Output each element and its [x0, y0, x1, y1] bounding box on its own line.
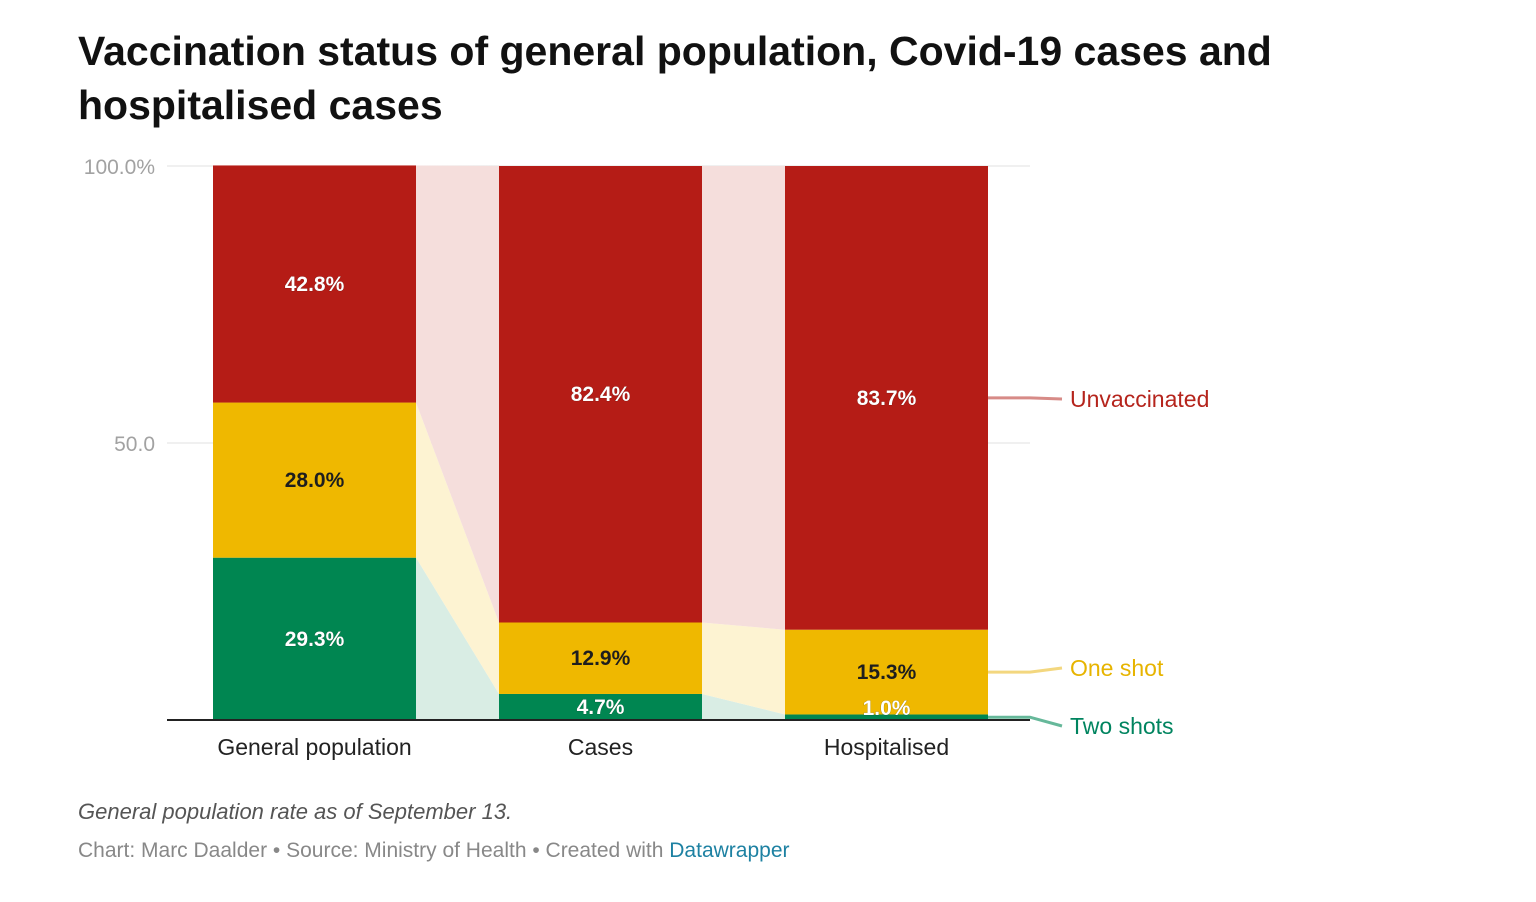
legend-label-one-shot: One shot	[1070, 655, 1164, 681]
chart-note: General population rate as of September …	[78, 799, 513, 824]
legend-line-two-shots	[988, 715, 1063, 728]
x-label-hospitalised: Hospitalised	[824, 734, 949, 760]
bar-general-population-two-shots	[213, 557, 416, 720]
chart-credits: Chart: Marc Daalder • Source: Ministry o…	[78, 839, 790, 863]
value-label-cases-one-shot: 12.9%	[571, 647, 631, 670]
bar-hospitalised-unvaccinated	[785, 166, 988, 630]
bar-cases-one-shot	[499, 622, 702, 694]
bar-general-population-one-shot	[213, 402, 416, 558]
band-two-shots-2	[702, 693, 785, 720]
bar-cases-two-shots	[499, 693, 702, 720]
legend-line-unvaccinated	[988, 396, 1063, 401]
legend: Two shots One shot Unvaccinated	[988, 386, 1209, 739]
value-label-hospitalised-two-shots: 1.0%	[863, 697, 911, 720]
bar-general-population-unvaccinated	[213, 165, 416, 403]
x-label-cases: Cases	[568, 734, 633, 760]
y-axis-ticks: 100.0% 50.0	[84, 156, 155, 456]
value-label-general-population-two-shots: 29.3%	[285, 628, 345, 651]
value-label-cases-unvaccinated: 82.4%	[571, 383, 631, 406]
value-label-cases-two-shots: 4.7%	[577, 696, 625, 719]
value-label-hospitalised-unvaccinated: 83.7%	[857, 387, 917, 410]
band-one-shot-2	[702, 622, 785, 715]
connector-bands	[416, 165, 785, 720]
value-label-general-population-unvaccinated: 42.8%	[285, 273, 345, 296]
x-label-general-population: General population	[217, 734, 411, 760]
bars	[213, 165, 988, 720]
datawrapper-link[interactable]: Datawrapper	[669, 839, 790, 862]
legend-label-two-shots: Two shots	[1070, 713, 1174, 739]
legend-label-unvaccinated: Unvaccinated	[1070, 386, 1209, 412]
bar-hospitalised-one-shot	[785, 629, 988, 715]
credits-text: Chart: Marc Daalder • Source: Ministry o…	[78, 839, 670, 862]
band-unvaccinated-1	[416, 165, 499, 623]
y-tick-label-50-0: 50.0	[114, 433, 155, 456]
band-one-shot-1	[416, 402, 499, 694]
bar-hospitalised-two-shots	[785, 714, 988, 720]
band-two-shots-1	[416, 557, 499, 720]
chart-title: Vaccination status of general population…	[78, 28, 1272, 128]
y-tick-label-100-0: 100.0%	[84, 156, 155, 179]
value-label-general-population-one-shot: 28.0%	[285, 469, 345, 492]
band-unvaccinated-2	[702, 166, 785, 630]
bar-value-labels: 29.3% 28.0% 42.8% 4.7% 12.9% 82.4% 1.0% 15.3% 83…	[284, 273, 917, 721]
bar-cases-unvaccinated	[499, 166, 702, 623]
legend-line-one-shot	[988, 666, 1063, 674]
x-axis-labels: General population Cases Hospitalised	[217, 734, 949, 760]
value-label-hospitalised-one-shot: 15.3%	[857, 661, 917, 684]
